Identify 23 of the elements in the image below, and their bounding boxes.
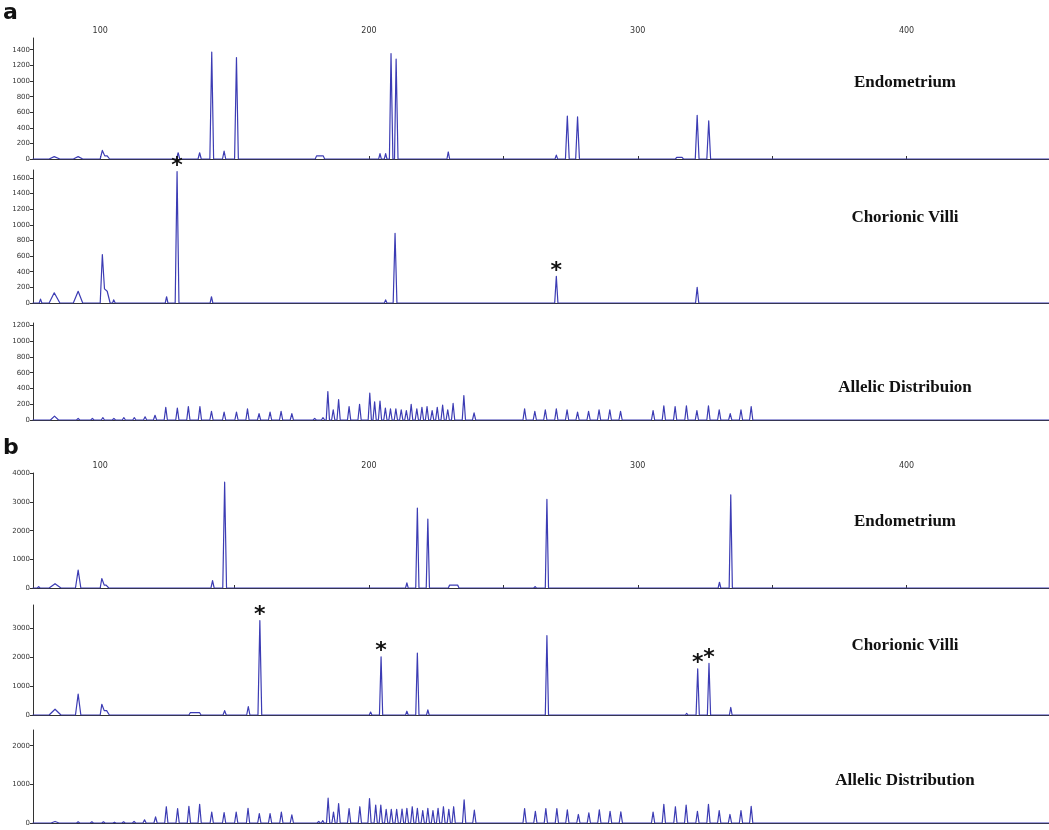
x-tick-label: 400 [898, 25, 915, 35]
text: b [3, 433, 19, 459]
x-tick-label: 200 [361, 25, 377, 35]
text: Endometrium [854, 72, 956, 91]
annotation: * [375, 637, 388, 663]
x-tick-label: 300 [630, 25, 646, 35]
text: Allelic Distribuion [838, 377, 973, 396]
x-tick-label: 400 [898, 460, 915, 470]
annotation: * [254, 601, 267, 627]
annotation: * [691, 649, 704, 675]
x-tick-label: 100 [92, 25, 108, 35]
x-tick-label: 100 [92, 460, 108, 470]
x-tick-label: 200 [361, 460, 377, 470]
line-series [32, 170, 1049, 304]
text: Allelic Distribution [835, 770, 976, 789]
text: Chorionic Villi [851, 635, 959, 654]
annotation: * [171, 152, 184, 178]
x-tick-label: 300 [630, 460, 646, 470]
text: a [3, 0, 18, 24]
annotation: * [703, 643, 716, 669]
text: Endometrium [854, 511, 956, 530]
text: Chorionic Villi [851, 207, 959, 226]
annotation: * [550, 256, 563, 282]
